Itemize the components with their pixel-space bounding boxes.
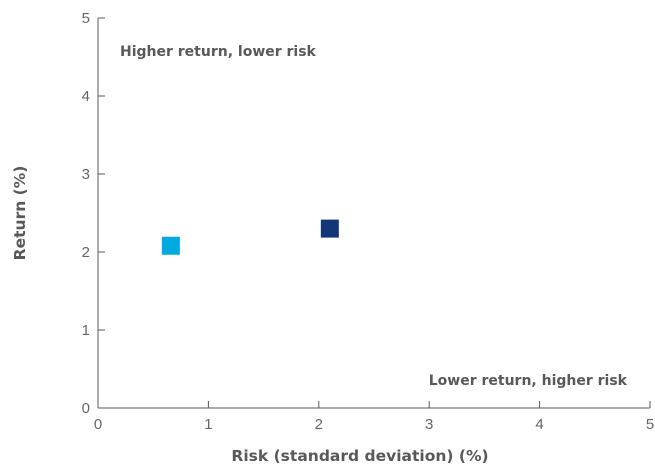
y-axis-ticks: 0 1 2 3 4 5	[82, 10, 105, 417]
y-tick-label: 1	[82, 322, 90, 339]
annotation-bottom-right: Lower return, higher risk	[429, 373, 628, 389]
x-axis-ticks: 0 1 2 3 4 5	[94, 401, 654, 433]
y-tick-label: 4	[82, 88, 90, 105]
data-point-1	[161, 236, 180, 255]
x-tick-label: 1	[204, 416, 212, 433]
data-point-2	[320, 219, 339, 238]
x-axis-label: Risk (standard deviation) (%)	[231, 447, 488, 465]
y-tick-label: 0	[82, 400, 90, 417]
x-tick-label: 0	[94, 416, 102, 433]
y-tick-label: 2	[82, 244, 90, 261]
annotation-top-left: Higher return, lower risk	[120, 44, 317, 60]
annotations: Higher return, lower risk Lower return, h…	[120, 44, 628, 389]
y-axis-label: Return (%)	[11, 166, 29, 261]
plot-frame	[97, 18, 650, 409]
y-tick-label: 3	[82, 166, 90, 183]
x-tick-label: 3	[425, 416, 433, 433]
x-tick-label: 2	[315, 416, 323, 433]
x-tick-label: 5	[646, 416, 654, 433]
y-tick-label: 5	[82, 10, 90, 27]
data-points	[161, 219, 339, 255]
x-tick-label: 4	[535, 416, 543, 433]
